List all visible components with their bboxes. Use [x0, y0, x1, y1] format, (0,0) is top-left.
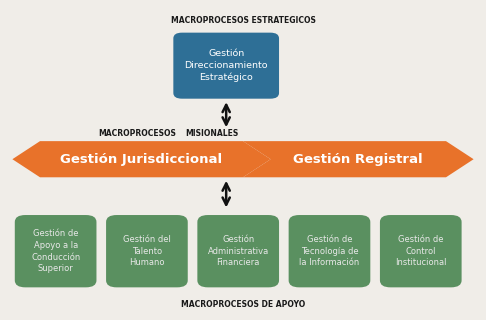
- Text: Gestión de
Tecnología de
la Información: Gestión de Tecnología de la Información: [299, 235, 360, 268]
- FancyBboxPatch shape: [174, 33, 279, 99]
- Text: Gestión
Direccionamiento
Estratégico: Gestión Direccionamiento Estratégico: [184, 49, 268, 82]
- Text: MACROPROCESOS DE APOYO: MACROPROCESOS DE APOYO: [181, 300, 305, 309]
- Polygon shape: [12, 141, 271, 177]
- FancyBboxPatch shape: [106, 215, 188, 287]
- FancyBboxPatch shape: [289, 215, 370, 287]
- Text: MACROPROCESOS ESTRATEGICOS: MACROPROCESOS ESTRATEGICOS: [171, 16, 315, 25]
- FancyBboxPatch shape: [15, 215, 96, 287]
- Polygon shape: [243, 141, 474, 177]
- Text: Gestión Jurisdiccional: Gestión Jurisdiccional: [60, 153, 223, 166]
- Text: Gestión
Administrativa
Financiera: Gestión Administrativa Financiera: [208, 235, 269, 268]
- Text: Gestión de
Apoyo a la
Conducción
Superior: Gestión de Apoyo a la Conducción Superio…: [31, 229, 80, 273]
- Text: MACROPROCESOS: MACROPROCESOS: [98, 129, 176, 138]
- Text: Gestión Registral: Gestión Registral: [294, 153, 423, 166]
- Text: MISIONALES: MISIONALES: [185, 129, 239, 138]
- FancyBboxPatch shape: [380, 215, 462, 287]
- Text: Gestión del
Talento
Humano: Gestión del Talento Humano: [123, 235, 171, 268]
- Text: Gestión de
Control
Institucional: Gestión de Control Institucional: [395, 235, 447, 268]
- FancyBboxPatch shape: [197, 215, 279, 287]
